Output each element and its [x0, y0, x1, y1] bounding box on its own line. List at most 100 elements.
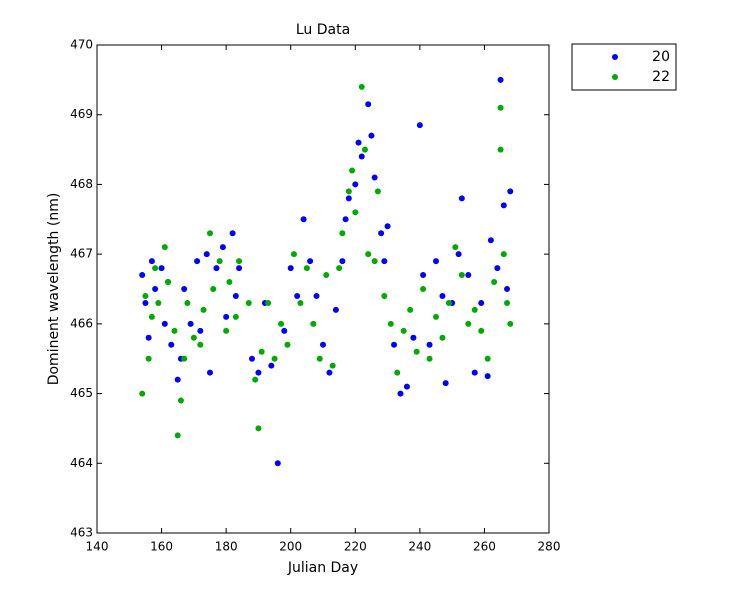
point [203, 251, 210, 258]
point [345, 195, 352, 202]
point [155, 299, 162, 306]
point [255, 425, 262, 432]
point [410, 334, 417, 341]
point [278, 320, 285, 327]
y-tick-label: 468 [70, 177, 93, 191]
point [187, 320, 194, 327]
point [458, 272, 465, 279]
y-tick-label: 467 [70, 247, 93, 261]
point [484, 373, 491, 380]
point [387, 320, 394, 327]
point [442, 380, 449, 387]
point [223, 327, 230, 334]
point [316, 355, 323, 362]
point [426, 341, 433, 348]
point [420, 272, 427, 279]
point [142, 292, 149, 299]
point [168, 341, 175, 348]
point [252, 376, 259, 383]
point [268, 362, 275, 369]
point [400, 327, 407, 334]
x-tick-label: 160 [150, 540, 173, 554]
point [394, 369, 401, 376]
point [455, 251, 462, 258]
x-tick-label: 260 [473, 540, 496, 554]
point [358, 153, 365, 160]
point [177, 397, 184, 404]
x-tick-label: 200 [279, 540, 302, 554]
point [245, 299, 252, 306]
point [174, 432, 181, 439]
x-axis-label: Julian Day [287, 560, 358, 576]
point [145, 334, 152, 341]
x-tick-label: 240 [408, 540, 431, 554]
point [416, 122, 423, 129]
point [313, 292, 320, 299]
point [210, 286, 217, 292]
point [226, 279, 233, 286]
point [504, 299, 511, 306]
point [349, 167, 356, 174]
legend-marker [612, 54, 618, 60]
point [271, 355, 278, 362]
point [361, 146, 368, 153]
point [355, 139, 362, 146]
point [236, 258, 243, 265]
point [491, 279, 498, 286]
point [433, 313, 439, 320]
point [281, 327, 288, 334]
y-tick-label: 466 [70, 316, 93, 330]
point [207, 369, 213, 376]
x-tick-label: 140 [86, 540, 109, 554]
point [161, 244, 168, 251]
point [381, 292, 388, 299]
point [284, 341, 291, 348]
point [494, 265, 501, 272]
point [181, 286, 188, 292]
point [358, 83, 365, 90]
point [371, 258, 378, 265]
point [300, 216, 307, 223]
point [152, 286, 159, 292]
point [365, 251, 372, 258]
point [471, 369, 478, 376]
point [194, 258, 201, 265]
legend [571, 43, 677, 91]
y-tick-label: 469 [70, 107, 93, 121]
point [274, 460, 281, 467]
chart-title: Lu Data [296, 22, 350, 38]
point [158, 265, 165, 272]
point [139, 272, 146, 279]
point [332, 306, 339, 313]
point [339, 258, 346, 265]
point [497, 146, 504, 153]
legend-marker [612, 74, 618, 80]
point [407, 306, 414, 313]
point [458, 195, 465, 202]
point [397, 390, 404, 397]
point [184, 299, 191, 306]
point [197, 341, 204, 348]
point [374, 188, 381, 195]
x-tick-label: 220 [344, 540, 367, 554]
point [352, 209, 359, 216]
point [303, 265, 310, 272]
point [290, 251, 297, 258]
point [507, 320, 514, 327]
point [504, 286, 511, 292]
point [139, 390, 146, 397]
point [381, 258, 388, 265]
point [478, 299, 485, 306]
point [487, 237, 494, 244]
point [413, 348, 420, 355]
point [294, 292, 301, 299]
point [236, 265, 243, 272]
point [255, 369, 262, 376]
point [439, 334, 446, 341]
point [478, 327, 485, 334]
y-axis-label: Dominent wavelength (nm) [46, 193, 62, 386]
point [329, 362, 336, 369]
point [497, 104, 504, 111]
point [345, 188, 352, 195]
